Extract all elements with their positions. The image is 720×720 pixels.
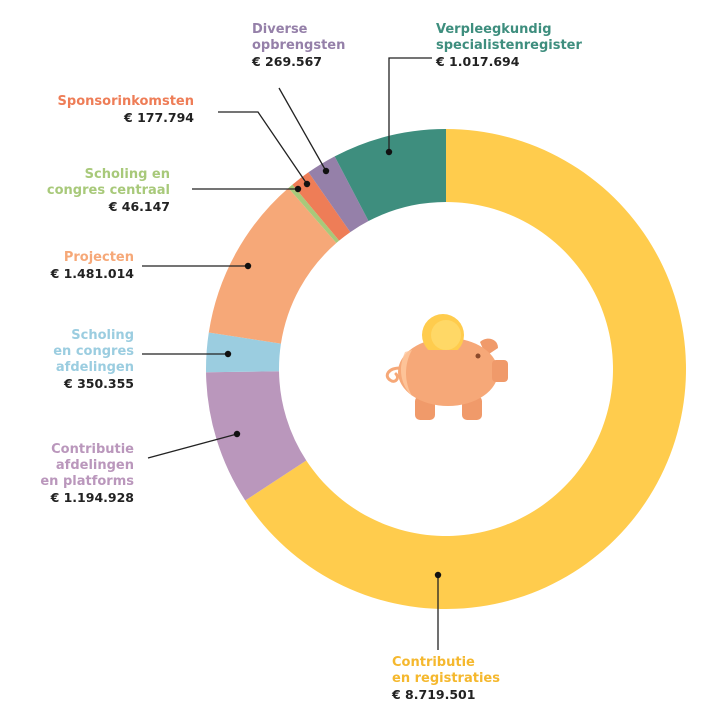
leader-dot — [385, 148, 393, 156]
label-value: € 46.147 — [108, 199, 170, 214]
label-value: € 8.719.501 — [392, 687, 476, 702]
label-name: Verpleegkundig — [436, 22, 552, 37]
donut-slice — [288, 184, 340, 244]
leader-dot — [244, 262, 252, 270]
label-name: Sponsorinkomsten — [57, 94, 194, 109]
leader-line — [218, 111, 308, 185]
piggy-bank-icon — [385, 314, 508, 420]
donut-slice — [206, 332, 281, 373]
label-value: € 1.194.928 — [50, 490, 134, 505]
label-name: Scholing — [71, 328, 134, 343]
label-value: € 1.481.014 — [50, 266, 134, 281]
label-value: € 1.017.694 — [436, 54, 520, 69]
donut-slice — [245, 129, 686, 609]
leader-dot — [224, 350, 232, 358]
donut-slice — [206, 371, 307, 501]
donut-slice — [292, 172, 351, 241]
label-name: Projecten — [63, 250, 134, 265]
label-name: specialistenregister — [436, 38, 582, 53]
donut-slice — [334, 129, 446, 222]
label-name: opbrengsten — [252, 38, 346, 53]
leader-line — [147, 433, 238, 459]
label-name: Contributie — [51, 442, 134, 457]
donut-slice — [208, 187, 337, 344]
label-contributie-registraties: Contributie en registraties € 8.719.501 — [392, 655, 500, 703]
leader-line — [278, 87, 327, 172]
label-name: afdelingen — [55, 458, 134, 473]
label-diverse-opbrengsten: Diverse opbrengsten € 269.567 — [252, 22, 345, 70]
label-contributie-afdelingen-platforms: Contributie afdelingen en platforms € 1.… — [40, 442, 134, 506]
label-value: € 350.355 — [64, 376, 134, 391]
label-scholing-congres-centraal: Scholing en congres centraal € 46.147 — [47, 167, 170, 215]
label-name: Diverse — [252, 22, 308, 37]
leader-dot — [322, 167, 330, 175]
label-sponsorinkomsten: Sponsorinkomsten € 177.794 — [58, 94, 194, 126]
donut-slices — [206, 129, 686, 609]
label-name: congres centraal — [46, 183, 170, 198]
label-verpleegkundig-specialistenregister: Verpleegkundig specialistenregister € 1.… — [436, 22, 582, 70]
label-name: afdelingen — [55, 360, 134, 375]
label-projecten: Projecten € 1.481.014 — [51, 250, 134, 282]
leader-dot — [434, 571, 442, 579]
label-value: € 177.794 — [124, 110, 194, 125]
label-scholing-congres-afdelingen: Scholing en congres afdelingen € 350.355 — [53, 328, 134, 392]
leader-dot — [233, 430, 241, 438]
donut-slice — [308, 156, 369, 233]
leader-lines — [142, 57, 442, 650]
leader-dot — [294, 185, 302, 193]
leader-line — [388, 57, 432, 152]
label-name: en registraties — [392, 671, 500, 686]
label-name: Contributie — [392, 655, 475, 670]
label-name: Scholing en — [84, 167, 170, 182]
label-value: € 269.567 — [252, 54, 322, 69]
label-name: en platforms — [40, 474, 134, 489]
leader-dot — [303, 180, 311, 188]
label-name: en congres — [53, 344, 134, 359]
